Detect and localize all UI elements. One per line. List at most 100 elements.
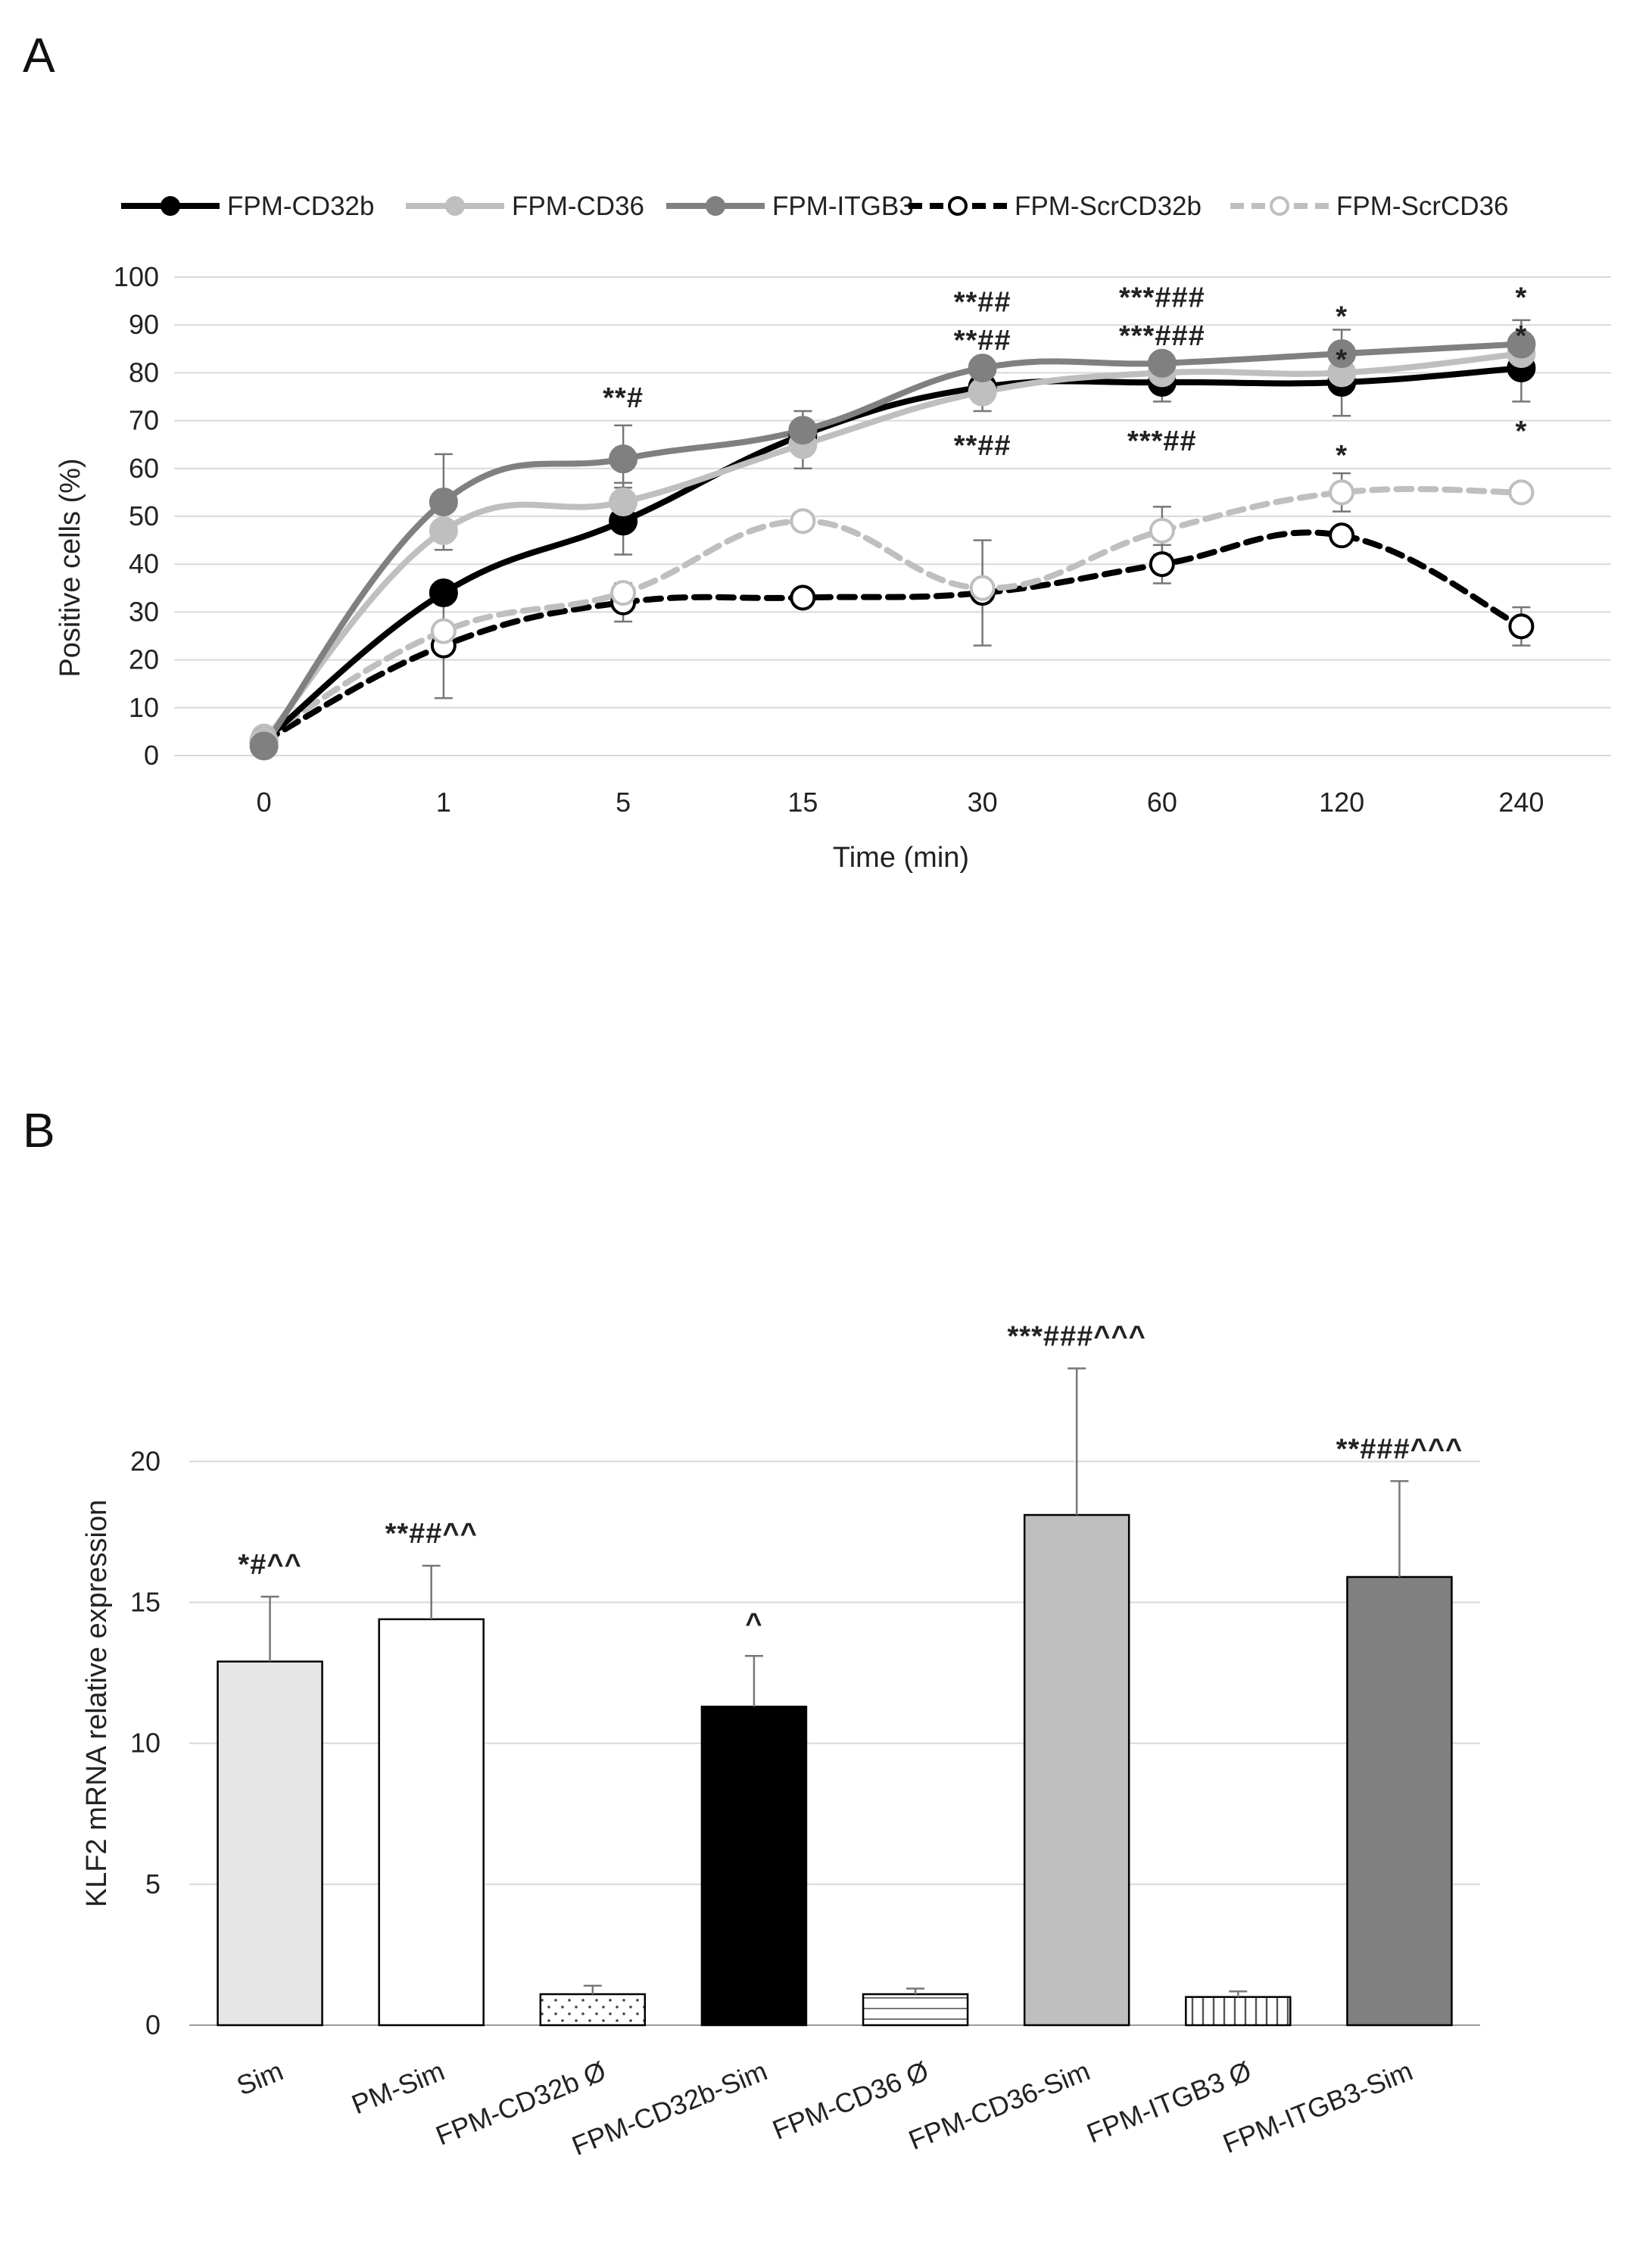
panel-b-error-bars xyxy=(260,1367,1409,1997)
panel-a-y-tick: 90 xyxy=(129,309,159,340)
panel-a-y-tick: 50 xyxy=(129,500,159,531)
panel-a-significance-label: ***### xyxy=(1119,282,1205,313)
panel-b-bars xyxy=(217,1513,1453,2027)
panel-a-markers xyxy=(249,329,1536,761)
panel-a-significance-label: * xyxy=(1336,344,1348,376)
panel-a-legend-marker xyxy=(948,196,968,216)
panel-b-category-label: PM-Sim xyxy=(348,2055,449,2120)
panel-a-significance-label: * xyxy=(1515,416,1527,447)
panel-b-significance-labels: *#^^ **##^^ ^ ***###^^^ **###^^^ xyxy=(238,1320,1463,1640)
panel-b-y-tick: 10 xyxy=(130,1728,161,1759)
panel-b-y-tick: 5 xyxy=(145,1868,161,1900)
panel-a-significance-label: **# xyxy=(603,382,644,414)
panel-a-series-line xyxy=(260,351,1525,745)
panel-a-data-point xyxy=(790,508,816,534)
panel-a-significance-label: ***### xyxy=(1119,320,1205,352)
panel-b-y-tick: 15 xyxy=(130,1586,161,1617)
panel-a-significance-label: **## xyxy=(954,287,1011,319)
panel-a-y-tick: 80 xyxy=(129,357,159,388)
panel-a-legend: FPM-CD32b FPM-CD36 FPM-ITGB3 FPM-ScrCD32b FP… xyxy=(121,192,1509,221)
panel-a-data-point xyxy=(1329,522,1355,549)
panel-a-legend-label: FPM-ITGB3 xyxy=(772,192,914,221)
panel-a-data-point xyxy=(969,575,996,601)
panel-a-legend-marker xyxy=(706,196,725,216)
panel-a-data-point xyxy=(968,354,997,383)
panel-a-legend-marker xyxy=(1270,196,1289,216)
panel-a-x-tick: 120 xyxy=(1319,787,1364,818)
panel-a-significance-label: * xyxy=(1336,440,1348,472)
panel-a-y-tick: 70 xyxy=(129,405,159,436)
panel-b-bar xyxy=(862,1993,969,2027)
panel-b-y-tick: 0 xyxy=(145,2009,161,2040)
panel-a-data-point xyxy=(1149,551,1175,578)
panel-b-category-label: Sim xyxy=(232,2055,288,2101)
panel-a-letter: A xyxy=(23,28,55,83)
panel-a-legend-label: FPM-ScrCD36 xyxy=(1336,192,1509,221)
panel-a-y-tick: 20 xyxy=(129,644,159,675)
panel-a-x-tick-labels: 0 1 5 15 30 60 120 240 xyxy=(257,787,1544,818)
panel-a-y-axis-title: Positive cells (%) xyxy=(55,458,86,677)
panel-a-x-tick: 5 xyxy=(616,787,631,818)
panel-a-x-tick: 1 xyxy=(436,787,451,818)
panel-a-significance-labels: **# **## **## **## ***### ***### ***## * * * * * * xyxy=(603,282,1527,472)
panel-b-y-tick: 20 xyxy=(130,1445,161,1476)
panel-a-x-tick: 60 xyxy=(1147,787,1177,818)
panel-a-legend-marker xyxy=(161,196,180,216)
panel-a-data-point xyxy=(1327,339,1357,369)
panel-b-letter: B xyxy=(23,1103,55,1158)
panel-b-bar xyxy=(1023,1513,1130,2027)
panel-a-x-tick: 30 xyxy=(968,787,998,818)
panel-a-data-point xyxy=(429,578,458,608)
panel-b-significance-label: *#^^ xyxy=(238,1549,301,1581)
panel-a-data-point xyxy=(430,618,457,644)
panel-a-data-point xyxy=(790,584,816,611)
panel-a-series-line xyxy=(260,529,1525,745)
panel-b-bar xyxy=(217,1660,323,2027)
panel-a-data-point xyxy=(1149,517,1175,544)
panel-a-y-tick: 100 xyxy=(114,261,159,292)
panel-a-legend-label: FPM-ScrCD32b xyxy=(1015,192,1202,221)
panel-a-data-point xyxy=(1147,348,1177,378)
panel-a-significance-label: **## xyxy=(954,325,1011,357)
panel-a-significance-label: ***## xyxy=(1127,425,1197,457)
panel-b-y-tick-labels: 0 5 10 15 20 xyxy=(130,1445,161,2040)
panel-a-significance-label: * xyxy=(1336,301,1348,333)
panel-b-bar xyxy=(1185,1996,1292,2027)
panel-a-data-point xyxy=(429,488,458,517)
panel-a-y-tick: 60 xyxy=(129,453,159,484)
panel-a-y-tick: 10 xyxy=(129,692,159,723)
panel-b-bar xyxy=(539,1993,647,2027)
panel-a-data-point xyxy=(1508,479,1535,506)
panel-a-data-point xyxy=(1508,613,1535,640)
panel-a-y-tick: 0 xyxy=(144,740,159,771)
panel-a-x-axis-title: Time (min) xyxy=(833,842,969,874)
panel-a-data-point xyxy=(609,488,638,517)
panel-a-significance-label: * xyxy=(1515,282,1527,313)
panel-b-y-axis-title: KLF2 mRNA relative expression xyxy=(81,1500,113,1908)
panel-a-data-point xyxy=(429,516,458,545)
panel-a-x-tick: 240 xyxy=(1498,787,1544,818)
panel-b-bar xyxy=(1346,1575,1453,2027)
panel-a-legend-label: FPM-CD36 xyxy=(512,192,644,221)
panel-b-significance-label: **###^^^ xyxy=(1336,1433,1463,1465)
panel-a-data-point xyxy=(249,731,279,761)
panel-b-bar xyxy=(378,1618,485,2027)
panel-b-bar-chart: 0 5 10 15 20 KLF2 mRNA relative expression *… xyxy=(81,1320,1480,2161)
panel-a-series-lines xyxy=(260,341,1525,750)
panel-b-bar xyxy=(700,1706,808,2027)
panel-a-significance-label: * xyxy=(1515,320,1527,352)
panel-a-legend-marker xyxy=(445,196,465,216)
panel-b-significance-label: **##^^ xyxy=(385,1518,478,1550)
panel-b-significance-label: ***###^^^ xyxy=(1008,1320,1146,1352)
panel-a-data-point xyxy=(609,444,638,474)
panel-a-y-tick: 40 xyxy=(129,548,159,579)
panel-a-y-tick-labels: 0 10 20 30 40 50 60 70 80 90 100 xyxy=(114,261,159,771)
panel-a-series-line xyxy=(260,485,1525,740)
panel-a-data-point xyxy=(788,416,818,445)
panel-a-data-point xyxy=(1329,479,1355,506)
panel-a-x-tick: 0 xyxy=(257,787,272,818)
panel-a-data-point xyxy=(1507,329,1536,359)
panel-b-category-label: FPM-CD36-Sim xyxy=(904,2055,1094,2155)
